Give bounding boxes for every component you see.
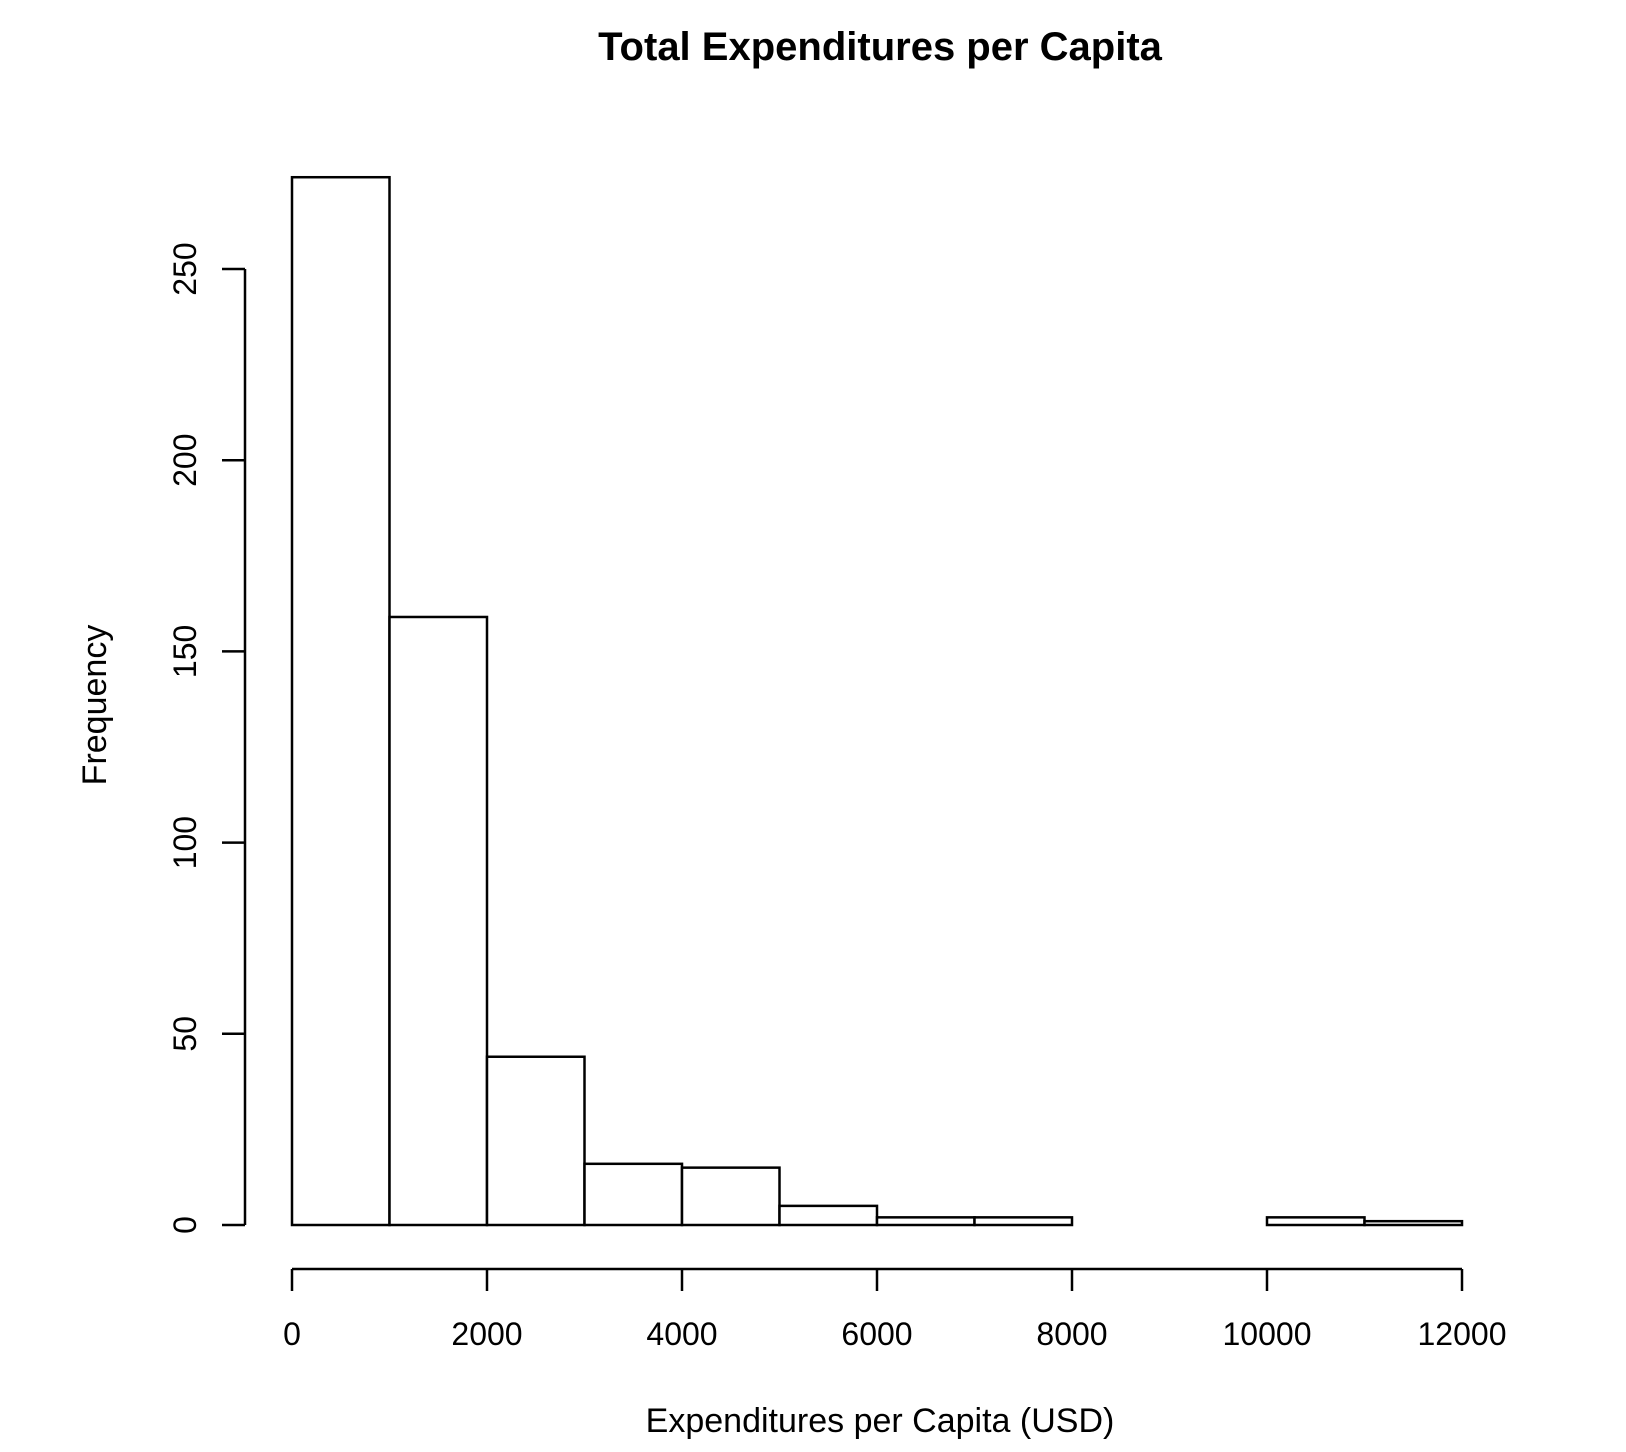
histogram-bar	[290, 175, 391, 1227]
y-axis: 0 50 100 150 200 250	[167, 242, 247, 1234]
x-tick-label: 6000	[841, 1316, 912, 1352]
y-tick-label: 100	[167, 816, 203, 869]
histogram-bar	[973, 1216, 1074, 1227]
y-tick-label: 200	[167, 434, 203, 487]
histogram-bar	[1363, 1219, 1464, 1227]
histogram-bar	[583, 1162, 684, 1227]
chart-title: Total Expenditures per Capita	[598, 25, 1163, 69]
y-axis-label: Frequency	[76, 625, 114, 786]
histogram-bar	[680, 1166, 781, 1227]
y-tick-label: 50	[167, 1016, 203, 1052]
x-tick-label: 12000	[1418, 1316, 1507, 1352]
histogram-bar	[485, 1055, 586, 1227]
x-axis-label: Expenditures per Capita (USD)	[646, 1402, 1115, 1440]
histogram-bar	[875, 1216, 976, 1227]
x-tick-label: 8000	[1036, 1316, 1107, 1352]
y-tick-label: 150	[167, 625, 203, 678]
histogram-bars	[290, 175, 1464, 1227]
x-tick-label: 0	[283, 1316, 301, 1352]
x-tick-label: 10000	[1223, 1316, 1312, 1352]
y-tick-label: 0	[167, 1216, 203, 1234]
histogram-bar	[778, 1204, 879, 1227]
x-tick-label: 2000	[451, 1316, 522, 1352]
x-axis: 0 2000 4000 6000 8000 10000 12000	[283, 1267, 1507, 1352]
histogram-bar	[388, 615, 489, 1227]
y-tick-label: 250	[167, 242, 203, 295]
x-tick-label: 4000	[646, 1316, 717, 1352]
histogram-bar	[1265, 1216, 1366, 1227]
